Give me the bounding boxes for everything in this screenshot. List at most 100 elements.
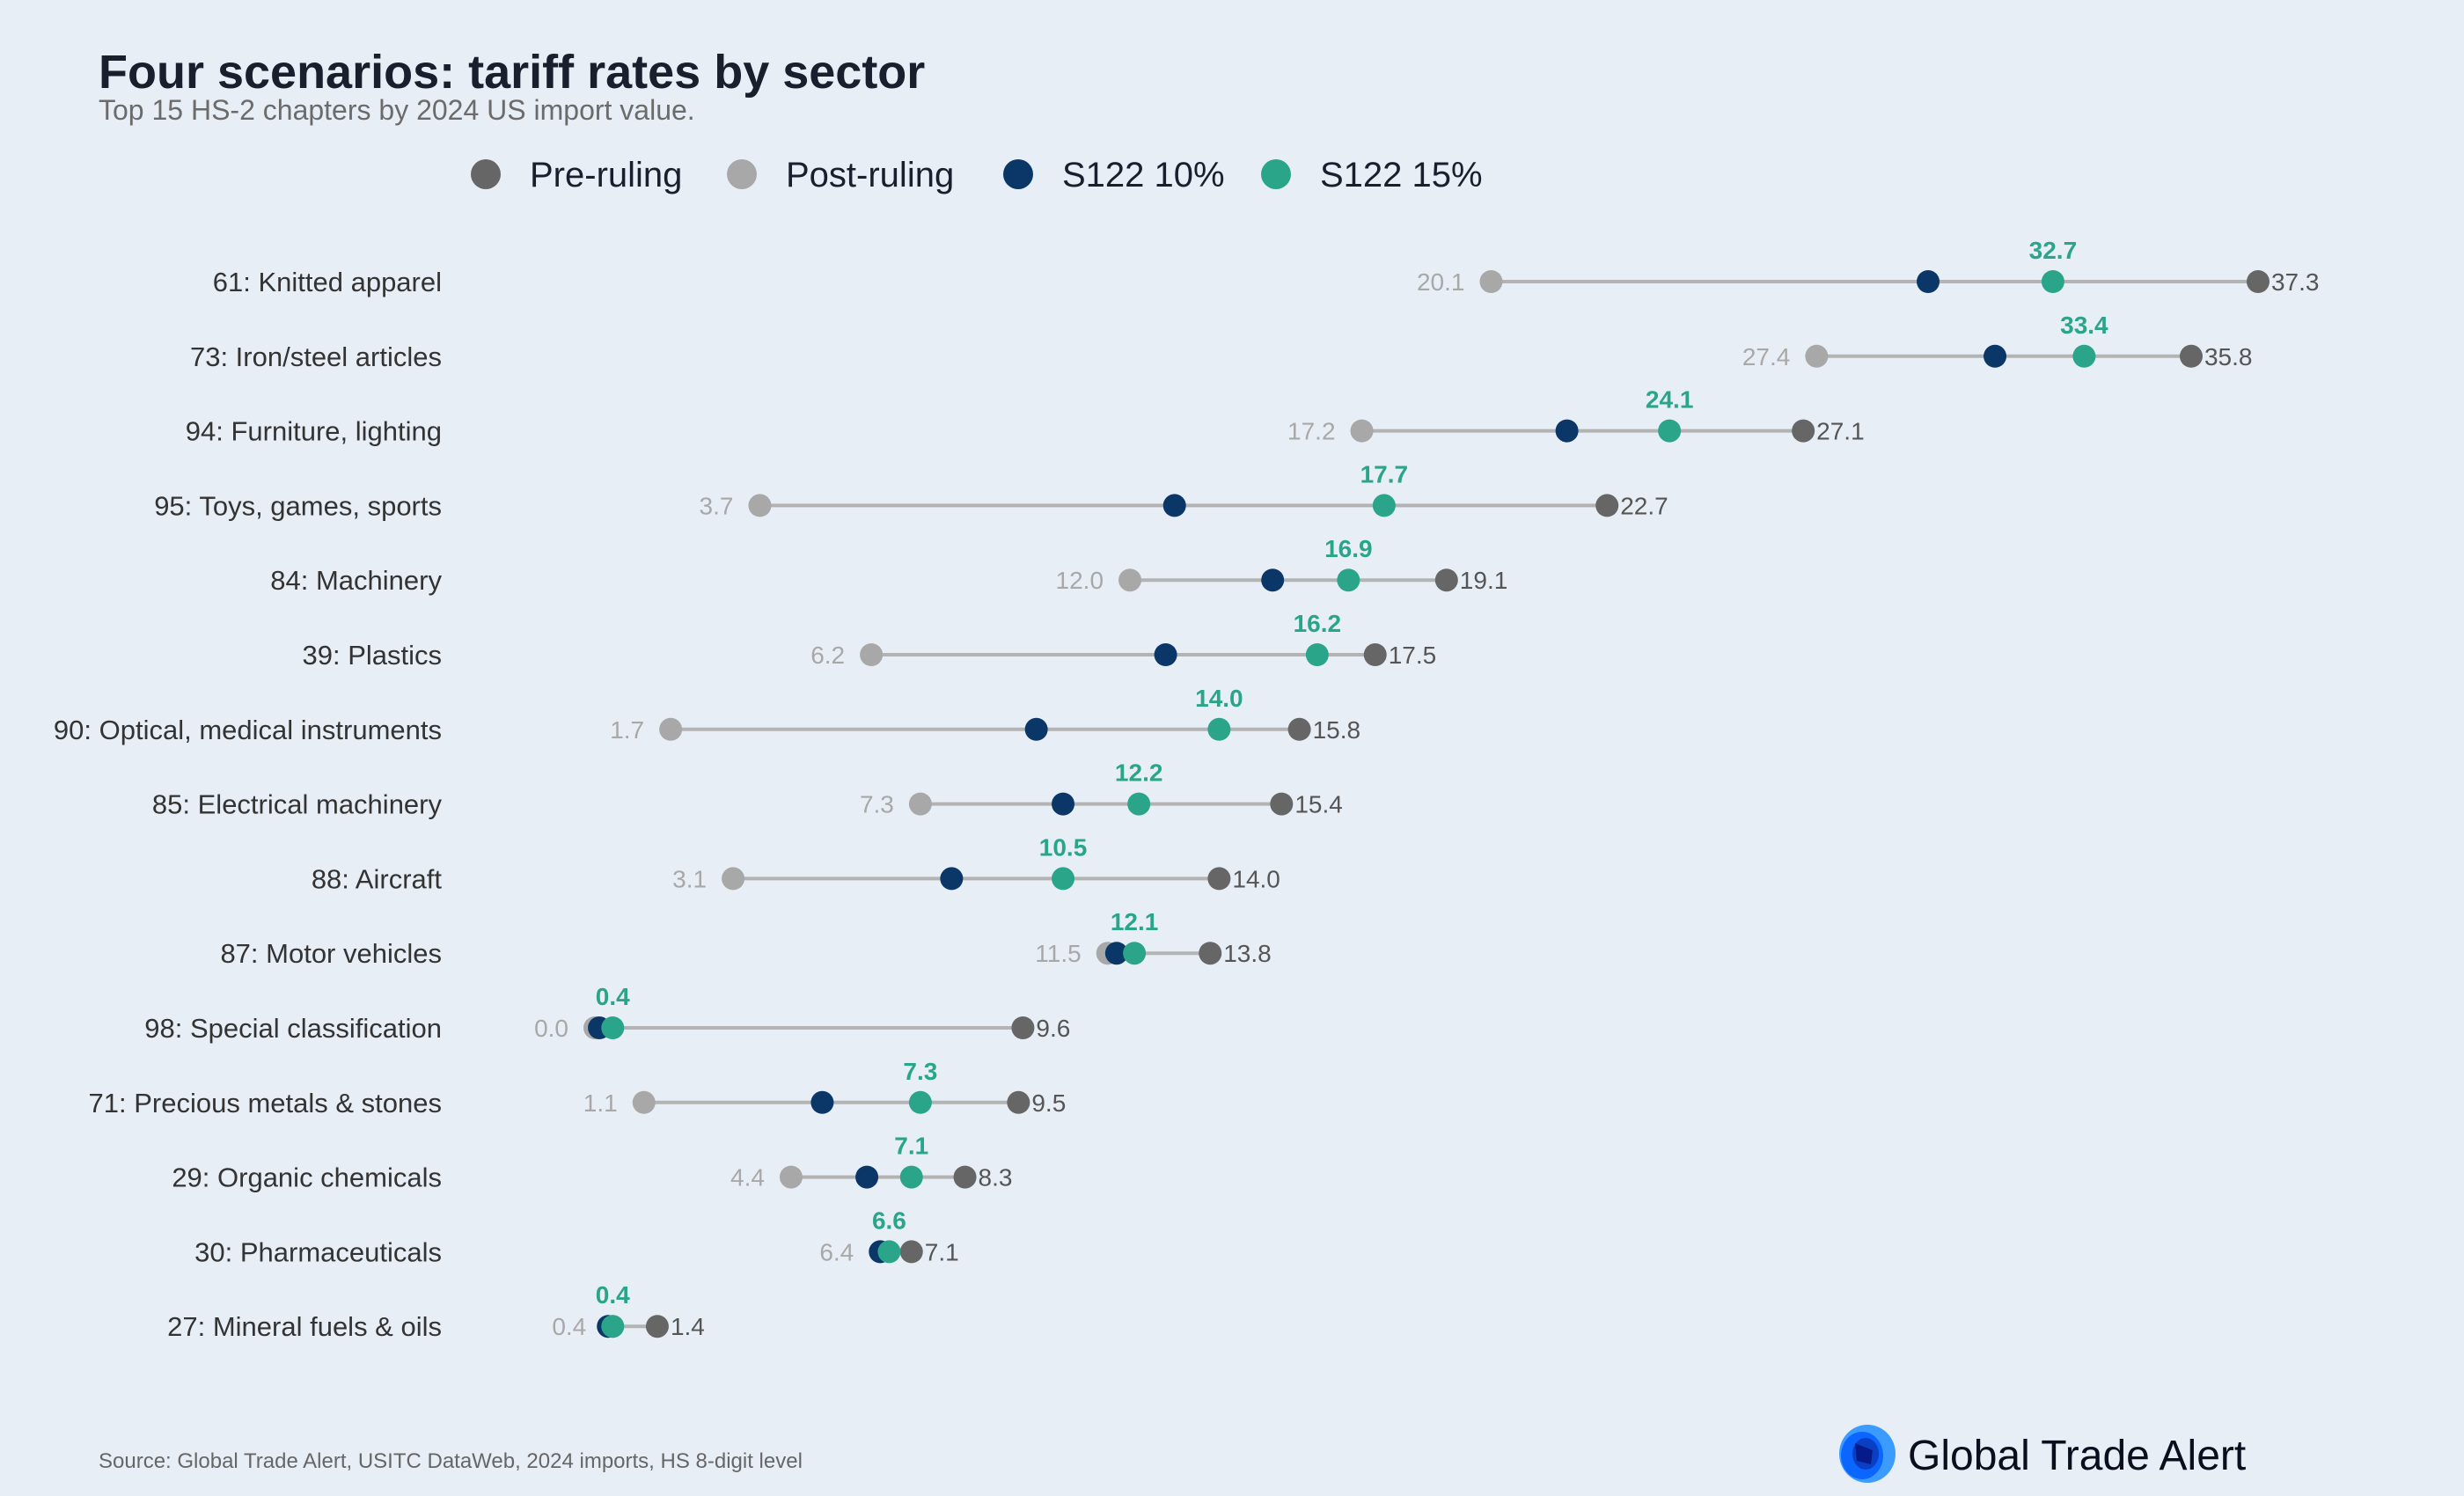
pre-ruling-label: 27.1	[1816, 418, 1865, 445]
s122-15-point	[1305, 643, 1329, 666]
s122-10-point	[810, 1090, 834, 1114]
post-ruling-point	[659, 717, 683, 741]
pre-ruling-point	[2246, 270, 2270, 293]
post-ruling-point	[748, 494, 772, 517]
chart-row: 27: Mineral fuels & oils 0.4 1.4 0.4	[167, 1281, 705, 1342]
category-label: 29: Organic chemicals	[172, 1162, 442, 1193]
s122-10-point	[1154, 643, 1177, 666]
pre-ruling-point	[2179, 344, 2203, 368]
post-ruling-label: 20.1	[1417, 268, 1465, 296]
s122-15-label: 24.1	[1646, 386, 1694, 414]
pre-ruling-point	[1207, 867, 1231, 891]
pre-ruling-label: 14.0	[1232, 865, 1280, 892]
legend-label: S122 10%	[1062, 156, 1225, 194]
s122-15-point	[1052, 867, 1075, 891]
post-ruling-point	[722, 867, 745, 891]
pre-ruling-label: 17.5	[1389, 642, 1437, 669]
post-ruling-label: 27.4	[1742, 343, 1791, 370]
pre-ruling-label: 15.4	[1294, 791, 1343, 818]
legend: Pre-ruling Post-ruling S122 10% S122 15%	[471, 156, 1483, 194]
chart-row: 84: Machinery 12.0 19.1 16.9	[270, 535, 1507, 596]
plot-area: 61: Knitted apparel 20.1 37.3 32.7 73: Iron/…	[54, 237, 2320, 1342]
s122-15-point	[601, 1016, 625, 1039]
category-label: 94: Furniture, lighting	[186, 416, 442, 447]
s122-10-point	[1917, 270, 1940, 293]
s122-15-label: 10.5	[1039, 833, 1088, 861]
s122-10-point	[855, 1165, 879, 1189]
pre-ruling-label: 8.3	[979, 1164, 1013, 1192]
post-ruling-label: 7.3	[860, 791, 894, 818]
s122-15-point	[899, 1165, 923, 1189]
category-label: 71: Precious metals & stones	[89, 1088, 442, 1118]
post-ruling-label: 0.4	[552, 1313, 586, 1340]
legend-marker-0	[471, 159, 501, 189]
chart-row: 98: Special classification 0.0 9.6 0.4	[144, 983, 1070, 1044]
s122-10-point	[1104, 942, 1128, 965]
category-label: 84: Machinery	[270, 565, 442, 596]
s122-15-point	[1127, 792, 1151, 816]
chart-row: 39: Plastics 6.2 17.5 16.2	[302, 610, 1436, 671]
pre-ruling-point	[1363, 643, 1387, 666]
pre-ruling-label: 35.8	[2204, 343, 2253, 370]
category-label: 87: Motor vehicles	[220, 938, 442, 969]
chart-row: 61: Knitted apparel 20.1 37.3 32.7	[213, 237, 2320, 297]
pre-ruling-label: 22.7	[1620, 492, 1668, 519]
pre-ruling-point	[899, 1240, 923, 1264]
pre-ruling-label: 13.8	[1223, 940, 1272, 967]
source-note: Source: Global Trade Alert, USITC DataWe…	[99, 1449, 803, 1473]
category-label: 61: Knitted apparel	[213, 267, 442, 297]
chart-row: 95: Toys, games, sports 3.7 22.7 17.7	[154, 460, 1668, 521]
s122-10-point	[940, 867, 964, 891]
pre-ruling-label: 9.5	[1031, 1089, 1066, 1117]
logo-text: Global Trade Alert	[1908, 1433, 2246, 1479]
post-ruling-label: 6.4	[819, 1238, 854, 1265]
legend-marker-2	[1003, 159, 1033, 189]
category-label: 90: Optical, medical instruments	[54, 715, 442, 745]
s122-15-point	[1372, 494, 1396, 517]
s122-10-point	[1052, 792, 1075, 816]
logo: Global Trade Alert	[1839, 1425, 2246, 1483]
category-label: 98: Special classification	[144, 1013, 442, 1044]
post-ruling-point	[908, 792, 932, 816]
post-ruling-point	[1805, 344, 1829, 368]
legend-marker-3	[1261, 159, 1291, 189]
chart-row: 88: Aircraft 3.1 14.0 10.5	[312, 833, 1280, 894]
category-label: 39: Plastics	[302, 640, 442, 671]
chart-row: 73: Iron/steel articles 27.4 35.8 33.4	[190, 312, 2253, 372]
post-ruling-label: 4.4	[730, 1164, 765, 1192]
post-ruling-label: 3.7	[700, 492, 734, 519]
s122-15-label: 16.9	[1324, 535, 1373, 562]
category-label: 30: Pharmaceuticals	[194, 1236, 442, 1267]
pre-ruling-point	[1270, 792, 1294, 816]
s122-15-point	[1658, 419, 1682, 443]
s122-15-label: 7.1	[894, 1133, 928, 1160]
chart-row: 30: Pharmaceuticals 6.4 7.1 6.6	[194, 1206, 959, 1267]
post-ruling-point	[1479, 270, 1503, 293]
pre-ruling-label: 9.6	[1036, 1015, 1070, 1042]
pre-ruling-point	[1792, 419, 1815, 443]
pre-ruling-label: 15.8	[1313, 716, 1361, 744]
s122-15-label: 33.4	[2060, 312, 2108, 339]
s122-10-point	[1555, 419, 1579, 443]
s122-15-label: 6.6	[872, 1206, 906, 1234]
pre-ruling-point	[1287, 717, 1311, 741]
pre-ruling-point	[1011, 1016, 1035, 1039]
s122-15-label: 14.0	[1195, 685, 1243, 712]
chart-row: 85: Electrical machinery 7.3 15.4 12.2	[152, 759, 1343, 820]
chart-row: 87: Motor vehicles 11.5 13.8 12.1	[220, 908, 1271, 969]
pre-ruling-point	[953, 1165, 977, 1189]
s122-10-point	[1024, 717, 1048, 741]
s122-15-label: 12.2	[1115, 759, 1163, 787]
post-ruling-label: 12.0	[1056, 567, 1104, 594]
s122-15-point	[1207, 717, 1231, 741]
post-ruling-point	[779, 1165, 803, 1189]
legend-label: Post-ruling	[786, 156, 954, 194]
s122-15-point	[877, 1240, 901, 1264]
chart-row: 71: Precious metals & stones 1.1 9.5 7.3	[89, 1058, 1067, 1118]
s122-15-label: 0.4	[596, 983, 630, 1010]
pre-ruling-point	[1595, 494, 1619, 517]
s122-15-point	[1123, 942, 1147, 965]
legend-label: S122 15%	[1320, 156, 1483, 194]
post-ruling-point	[632, 1090, 656, 1114]
chart-title: Four scenarios: tariff rates by sector	[99, 46, 925, 99]
